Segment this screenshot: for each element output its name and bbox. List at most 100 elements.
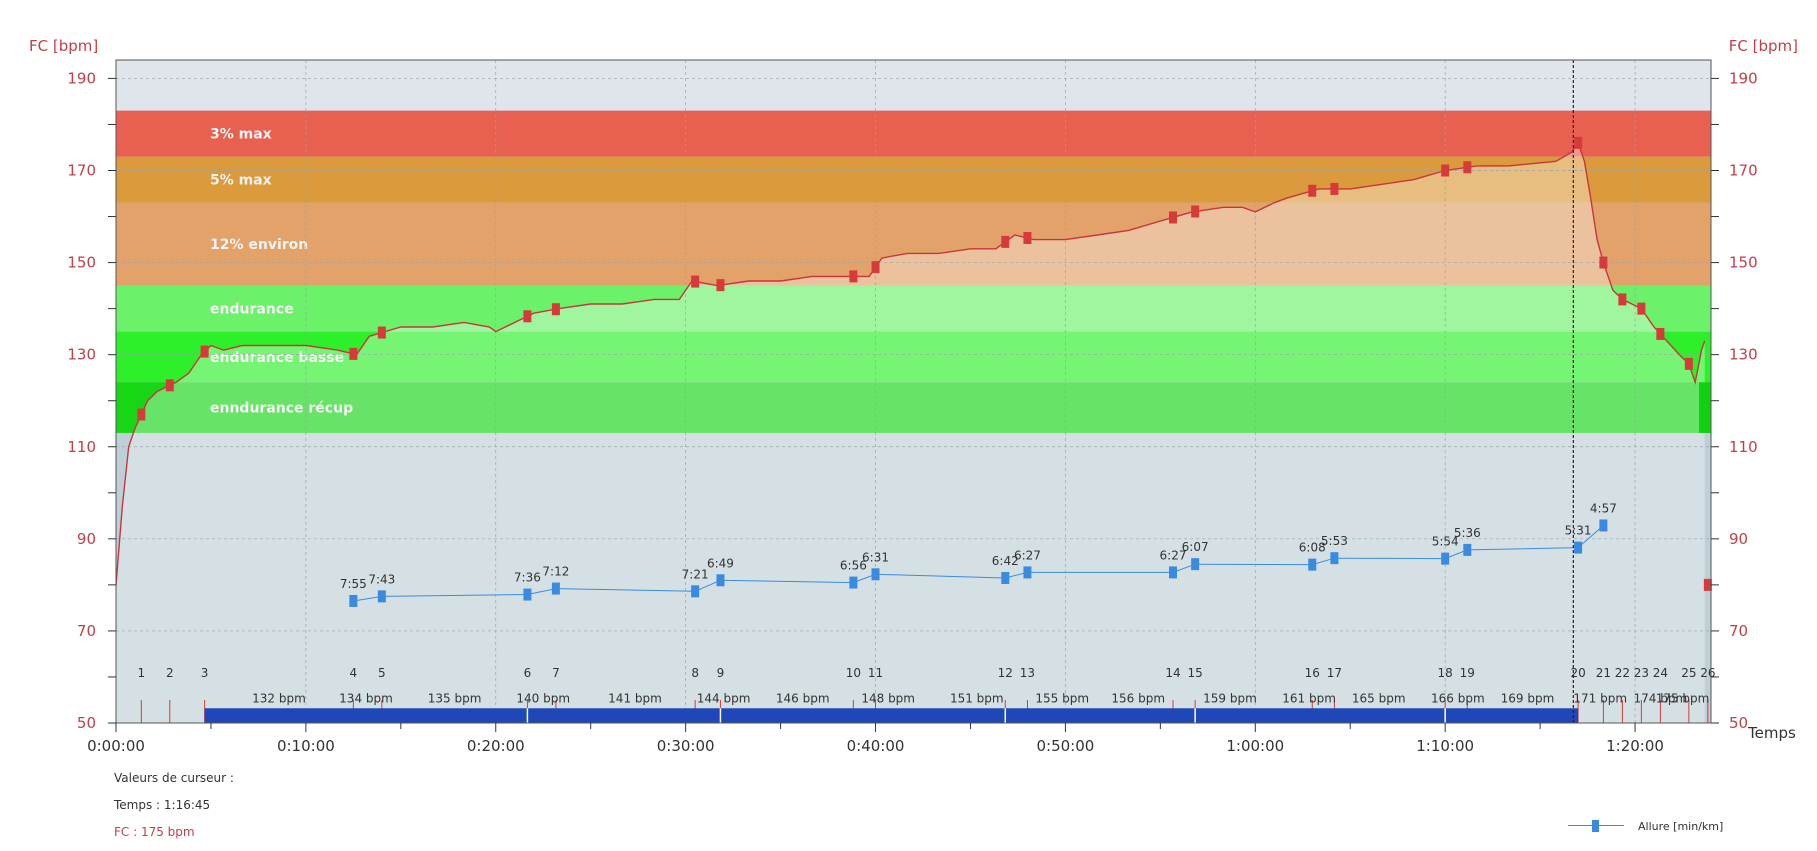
segment-bpm-6: 146 bpm (776, 692, 830, 706)
lap-number-14: 15 (1188, 666, 1203, 680)
hr-marker-18 (1463, 161, 1472, 174)
segment-bpm-4: 141 bpm (608, 692, 662, 706)
y-label-right-6: 170 (1729, 162, 1758, 180)
lap-number-23: 24 (1653, 666, 1668, 680)
hr-marker-5 (523, 310, 532, 323)
segment-bpm-7: 148 bpm (861, 692, 915, 706)
segment-bar (204, 708, 1579, 723)
pace-label-16: 5:31 (1565, 524, 1592, 538)
hr-marker-17 (1441, 164, 1450, 177)
segment-bpm-12: 161 bpm (1282, 692, 1336, 706)
pace-label-17: 4:57 (1590, 501, 1617, 515)
hr-marker-3 (349, 347, 358, 360)
hr-marker-23 (1656, 327, 1665, 340)
hr-marker-7 (691, 275, 700, 288)
y-label-right-1: 70 (1729, 622, 1748, 640)
pace-marker-14 (1441, 552, 1450, 565)
zone-label-1: 5% max (210, 173, 272, 189)
cursor-values-panel: Valeurs de curseur : Temps : 1:16:45 FC … (114, 770, 234, 851)
segment-bpm-10: 156 bpm (1111, 692, 1165, 706)
hr-marker-10 (871, 261, 880, 274)
y-label-left-3: 110 (67, 438, 96, 456)
segment-bpm-8: 151 bpm (950, 692, 1004, 706)
x-tick-label-7: 1:10:00 (1416, 737, 1474, 755)
segment-bpm-11: 159 bpm (1203, 692, 1257, 706)
y-label-left-0: 50 (77, 714, 96, 732)
y-label-right-3: 110 (1729, 438, 1758, 456)
pace-label-5: 6:49 (707, 556, 734, 570)
pace-marker-7 (871, 568, 880, 581)
x-axis-title: Temps (1747, 724, 1796, 742)
hr-marker-25 (1703, 578, 1712, 591)
hr-marker-1 (165, 379, 174, 392)
x-tick-label-6: 1:00:00 (1226, 737, 1284, 755)
right-edge-strip (1699, 382, 1711, 433)
lap-number-16: 17 (1327, 666, 1342, 680)
hr-marker-4 (377, 326, 386, 339)
lap-number-5: 6 (524, 666, 532, 680)
pace-label-15: 5:36 (1454, 526, 1481, 540)
hr-marker-22 (1637, 302, 1646, 315)
pace-label-12: 6:08 (1299, 541, 1326, 555)
hr-marker-19 (1574, 136, 1583, 149)
pace-marker-1 (377, 590, 386, 603)
lap-number-21: 22 (1615, 666, 1630, 680)
legend: Allure [min/km] (1568, 819, 1723, 833)
hr-marker-14 (1191, 205, 1200, 218)
zone-band-0 (116, 110, 1711, 157)
lap-number-10: 11 (868, 666, 883, 680)
segment-bpm-0: 132 bpm (252, 692, 306, 706)
segment-bpm-18: 175 bpm (1656, 692, 1710, 706)
lap-number-22: 23 (1634, 666, 1649, 680)
pace-marker-10 (1169, 566, 1178, 579)
pace-marker-3 (551, 582, 560, 595)
x-tick-label-3: 0:30:00 (657, 737, 715, 755)
segment-bpm-2: 135 bpm (428, 692, 482, 706)
lap-number-25: 26 (1700, 666, 1715, 680)
x-tick-label-5: 0:50:00 (1036, 737, 1094, 755)
lap-number-15: 16 (1305, 666, 1320, 680)
lap-number-1: 2 (166, 666, 174, 680)
lap-number-12: 13 (1020, 666, 1035, 680)
hr-marker-21 (1618, 293, 1627, 306)
segment-bpm-5: 144 bpm (697, 692, 751, 706)
lap-number-3: 4 (350, 666, 358, 680)
zone-label-5: enndurance récup (210, 401, 353, 417)
lap-number-6: 7 (552, 666, 560, 680)
pace-marker-13 (1330, 552, 1339, 565)
cursor-time: Temps : 1:16:45 (114, 798, 211, 812)
pace-marker-12 (1308, 558, 1317, 571)
segment-bpm-1: 134 bpm (339, 692, 393, 706)
pace-label-14: 5:54 (1432, 535, 1459, 549)
y-label-right-7: 190 (1729, 69, 1758, 87)
pace-label-2: 7:36 (514, 571, 541, 585)
segment-bpm-9: 155 bpm (1035, 692, 1089, 706)
y-label-right-0: 50 (1729, 714, 1748, 732)
segment-bpm-14: 166 bpm (1431, 692, 1485, 706)
x-tick-label-0: 0:00:00 (87, 737, 145, 755)
pace-marker-4 (691, 585, 700, 598)
x-tick-label-8: 1:20:00 (1606, 737, 1664, 755)
pace-label-3: 7:12 (542, 565, 569, 579)
lap-number-7: 8 (691, 666, 699, 680)
y-label-left-4: 130 (67, 346, 96, 364)
pace-label-9: 6:27 (1014, 548, 1041, 562)
cursor-fc: FC : 175 bpm (114, 825, 195, 839)
y-label-left-5: 150 (67, 254, 96, 272)
plot-frame (115, 59, 1712, 724)
pace-marker-9 (1023, 566, 1032, 579)
pace-marker-2 (523, 588, 532, 601)
x-tick-label-2: 0:20:00 (467, 737, 525, 755)
zone-label-4: endurance basse (210, 350, 344, 366)
pace-marker-11 (1191, 558, 1200, 571)
pace-marker-17 (1599, 519, 1608, 532)
lap-number-4: 5 (378, 666, 386, 680)
pace-marker-5 (716, 574, 725, 587)
zone-label-3: endurance (210, 302, 294, 318)
cursor-title: Valeurs de curseur : (114, 771, 234, 785)
hr-marker-11 (1001, 235, 1010, 248)
hr-marker-24 (1684, 357, 1693, 370)
zone-label-0: 3% max (210, 127, 272, 143)
hr-line (116, 141, 1706, 585)
hr-marker-6 (551, 303, 560, 316)
